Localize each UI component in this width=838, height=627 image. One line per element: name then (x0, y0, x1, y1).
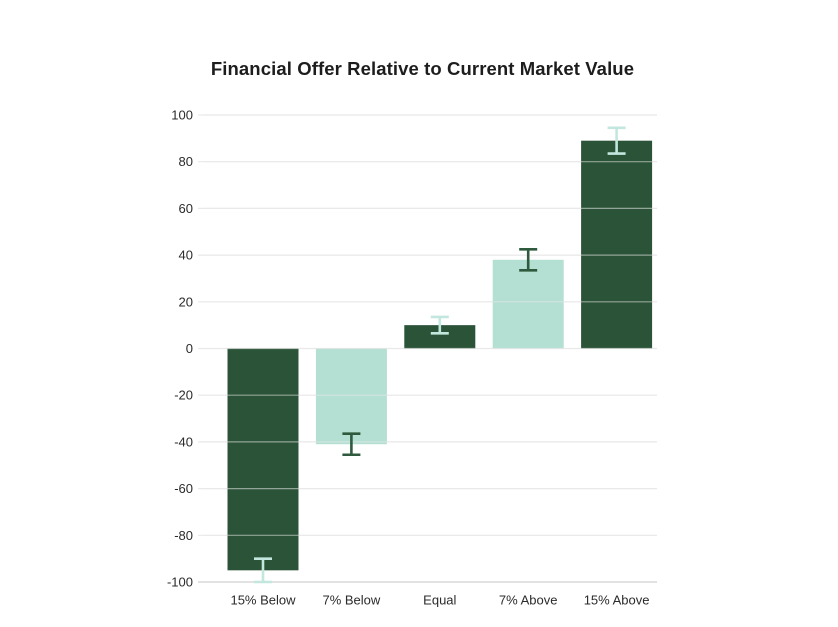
x-tick-label-15-above: 15% Above (584, 593, 650, 608)
x-tick-label-15-below: 15% Below (230, 593, 296, 608)
x-tick-label-7-below: 7% Below (322, 593, 380, 608)
y-tick-label-40: 40 (179, 248, 193, 263)
y-tick-label-20: 20 (179, 294, 193, 309)
y-tick-label--40: -40 (174, 434, 193, 449)
x-tick-label-7-above: 7% Above (499, 593, 558, 608)
y-tick-label--20: -20 (174, 388, 193, 403)
y-tick-label-100: 100 (171, 108, 193, 123)
bar-7-above (492, 259, 564, 349)
bar-7-below (315, 348, 387, 445)
y-tick-label-0: 0 (186, 341, 193, 356)
y-tick-label-60: 60 (179, 201, 193, 216)
x-tick-label-equal: Equal (423, 593, 456, 608)
y-tick-label-80: 80 (179, 154, 193, 169)
bar-equal (404, 325, 476, 349)
chart-title: Financial Offer Relative to Current Mark… (210, 58, 635, 79)
y-tick-label--100: -100 (167, 575, 193, 590)
y-tick-label--80: -80 (174, 528, 193, 543)
bar-15-below (227, 348, 299, 571)
y-tick-label--60: -60 (174, 481, 193, 496)
bar-15-above (581, 140, 653, 349)
